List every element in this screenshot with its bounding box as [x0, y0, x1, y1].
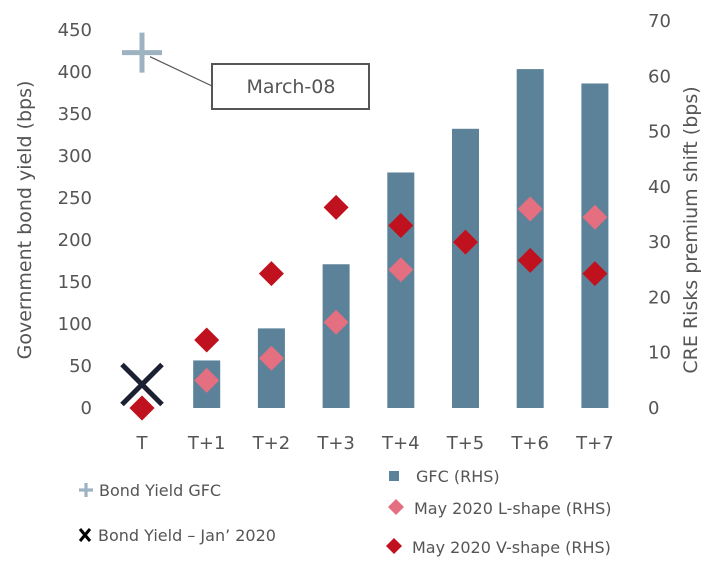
legend-label: May 2020 L-shape (RHS) [414, 499, 612, 518]
legend-label: Bond Yield GFC [99, 481, 221, 500]
v-shape-marker [517, 247, 543, 273]
right-tick-label: 70 [648, 11, 671, 32]
x-tick-label: T+6 [510, 433, 549, 454]
l-shape-marker [194, 367, 220, 393]
legend-item-v-shape: May 2020 V-shape (RHS) [386, 538, 611, 557]
legend-item-bond-yield-jan-2020: Bond Yield – Jan’ 2020 [78, 526, 276, 545]
l-shape-marker [258, 345, 284, 371]
annotation: March-08 [149, 56, 370, 110]
gfc-bar [581, 83, 609, 409]
l-shape-marker [582, 204, 608, 230]
right-axis-ticks: 0 10 20 30 40 50 60 70 [648, 11, 671, 419]
l-shape-marker [388, 257, 414, 283]
legend: Bond Yield GFC Bond Yield – Jan’ 2020 GF… [78, 467, 612, 557]
v-shape-marker [323, 194, 349, 220]
left-tick-label: 250 [58, 188, 92, 209]
left-tick-label: 100 [58, 314, 92, 335]
annotation-label: March-08 [247, 76, 336, 98]
gfc-bar [516, 69, 544, 408]
legend-label: GFC (RHS) [416, 467, 500, 486]
x-tick-label: T+7 [575, 433, 614, 454]
legend-diamond-light-icon [388, 499, 404, 515]
left-tick-label: 50 [69, 356, 92, 377]
x-tick-label: T+3 [316, 433, 355, 454]
left-tick-label: 300 [58, 146, 92, 167]
v-shape-marker [388, 213, 414, 239]
v-shape-marker [582, 261, 608, 287]
legend-label: Bond Yield – Jan’ 2020 [98, 526, 276, 545]
legend-diamond-dark-icon [386, 538, 402, 554]
legend-x-icon [78, 528, 92, 542]
l-shape-marker [517, 196, 543, 222]
right-tick-label: 30 [648, 232, 671, 253]
v-shape-marker [453, 229, 478, 255]
bond-yield-gfc-marker [122, 32, 162, 73]
gfc-bars [193, 69, 609, 409]
left-tick-label: 450 [58, 20, 92, 41]
legend-square-icon [389, 471, 399, 481]
left-tick-label: 200 [58, 230, 92, 251]
left-axis-title: Government bond yield (bps) [14, 81, 36, 360]
right-tick-label: 0 [648, 398, 659, 419]
annotation-leader-line [149, 56, 213, 87]
legend-label: May 2020 V-shape (RHS) [412, 538, 611, 557]
left-tick-label: 150 [58, 272, 92, 293]
x-tick-label: T+4 [381, 433, 420, 454]
l-shape-marker [323, 309, 349, 335]
v-shape-markers [129, 194, 608, 421]
v-shape-marker [194, 327, 220, 353]
v-shape-marker [258, 261, 284, 287]
bond-yield-jan-2020-marker [120, 362, 164, 407]
annotation-box [211, 63, 370, 110]
legend-plus-icon [79, 483, 93, 497]
x-tick-label: T+1 [187, 433, 226, 454]
gfc-bar [387, 172, 415, 408]
x-tick-label: T [136, 433, 149, 454]
x-tick-label: T+2 [252, 433, 291, 454]
left-tick-label: 400 [58, 62, 92, 83]
right-tick-label: 50 [648, 122, 671, 143]
right-tick-label: 40 [648, 177, 671, 198]
right-tick-label: 60 [648, 66, 671, 87]
legend-item-gfc: GFC (RHS) [389, 467, 500, 486]
legend-item-bond-yield-gfc: Bond Yield GFC [79, 481, 221, 500]
right-tick-label: 20 [648, 287, 671, 308]
right-axis-title: CRE Risks premium shift (bps) [680, 86, 702, 373]
v-shape-marker [129, 395, 155, 421]
left-tick-label: 350 [58, 104, 92, 125]
x-tick-label: T+5 [446, 433, 485, 454]
legend-item-l-shape: May 2020 L-shape (RHS) [388, 499, 612, 518]
gfc-bar [322, 264, 350, 408]
left-tick-label: 0 [81, 398, 92, 419]
right-tick-label: 10 [648, 343, 671, 364]
gfc-bar [452, 128, 479, 409]
bond-yield-markers [120, 32, 164, 407]
x-axis-ticks: T T+1 T+2 T+3 T+4 T+5 T+6 T+7 [136, 433, 614, 454]
left-axis-ticks: 0 50 100 150 200 250 300 350 400 450 [58, 20, 92, 419]
